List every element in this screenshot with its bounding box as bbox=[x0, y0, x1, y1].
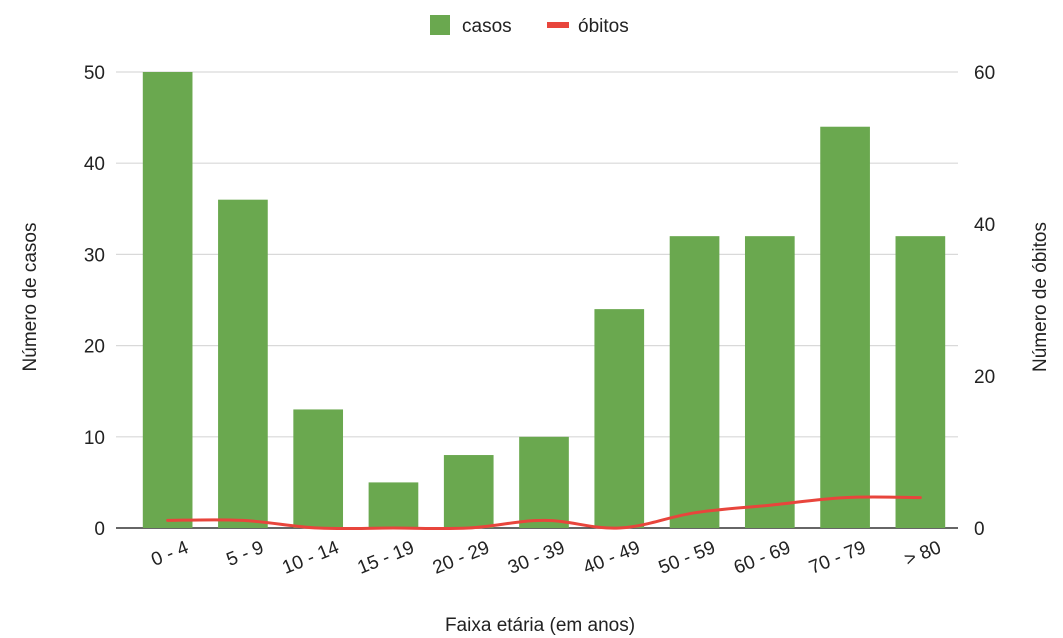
y2-tick-label: 40 bbox=[974, 215, 995, 236]
right-axis-ticks: 0 20 40 60 bbox=[974, 63, 995, 540]
legend: casos óbitos bbox=[430, 15, 629, 37]
x-tick-label: 0 - 4 bbox=[148, 537, 192, 571]
legend-label-casos: casos bbox=[462, 16, 512, 37]
x-tick-label: 50 - 59 bbox=[656, 537, 719, 579]
x-tick-label: 70 - 79 bbox=[806, 537, 869, 579]
bar-casos bbox=[293, 409, 344, 528]
legend-swatch-casos bbox=[430, 15, 450, 35]
y-tick-label: 20 bbox=[84, 337, 105, 358]
bar-casos bbox=[820, 126, 870, 528]
bars-casos bbox=[142, 72, 946, 528]
bar-casos bbox=[895, 236, 946, 528]
bar-casos bbox=[218, 199, 268, 528]
bar-casos bbox=[594, 309, 645, 528]
bar-casos bbox=[669, 236, 720, 528]
x-tick-label: 15 - 19 bbox=[355, 537, 418, 579]
x-tick-label: 30 - 39 bbox=[505, 537, 568, 579]
y-axis-title: Número de casos bbox=[20, 223, 41, 372]
y-tick-label: 50 bbox=[84, 63, 105, 84]
y-tick-label: 10 bbox=[84, 428, 105, 449]
bar-casos bbox=[142, 72, 193, 528]
y2-tick-label: 60 bbox=[974, 63, 995, 84]
line-obitos bbox=[166, 495, 922, 531]
x-axis-title: Faixa etária (em anos) bbox=[445, 615, 635, 636]
bar-casos bbox=[744, 236, 795, 528]
x-axis-ticks: 0 - 4 5 - 9 10 - 14 15 - 19 20 - 29 30 - 39 40… bbox=[148, 537, 944, 579]
y-tick-label: 30 bbox=[84, 245, 105, 266]
y2-axis-title: Número de óbitos bbox=[1030, 222, 1051, 372]
bar-casos bbox=[368, 482, 419, 528]
x-tick-label: 5 - 9 bbox=[224, 537, 267, 571]
x-tick-label: > 80 bbox=[902, 537, 945, 571]
x-tick-label: 40 - 49 bbox=[580, 537, 643, 579]
y2-tick-label: 0 bbox=[974, 519, 985, 540]
y-tick-label: 0 bbox=[94, 519, 105, 540]
y2-tick-label: 20 bbox=[974, 367, 995, 388]
legend-swatch-obitos bbox=[547, 22, 569, 28]
left-axis-ticks: 0 10 20 30 40 50 bbox=[84, 63, 105, 540]
bar-casos bbox=[443, 455, 494, 528]
line-obitos-path bbox=[166, 495, 922, 531]
bar-casos bbox=[519, 436, 569, 528]
x-tick-label: 60 - 69 bbox=[731, 537, 794, 579]
legend-label-obitos: óbitos bbox=[578, 16, 629, 37]
x-tick-label: 10 - 14 bbox=[279, 537, 342, 579]
y-tick-label: 40 bbox=[84, 154, 105, 175]
x-tick-label: 20 - 29 bbox=[430, 537, 493, 579]
